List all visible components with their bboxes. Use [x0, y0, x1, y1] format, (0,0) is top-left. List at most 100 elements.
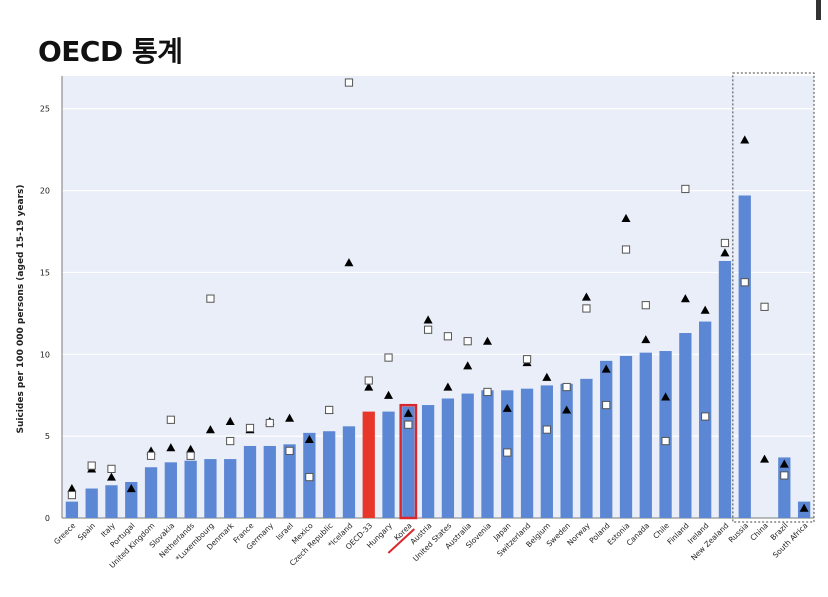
square-marker-china — [760, 302, 769, 311]
triangle-marker-japan — [502, 403, 512, 412]
y-axis-title: Suicides per 100 000 persons (aged 15-19… — [16, 185, 26, 434]
triangle-marker-netherlands — [186, 444, 196, 453]
bar-denmark — [224, 459, 237, 518]
square-marker-iceland — [344, 78, 354, 87]
square-marker-oecd-33 — [364, 376, 373, 385]
triangle-marker-greece — [67, 484, 77, 493]
triangle-marker-iceland — [344, 258, 354, 267]
square-marker-russia — [740, 278, 749, 287]
bar-luxembourg — [204, 459, 217, 518]
square-marker-slovenia — [483, 387, 492, 397]
square-marker-switzerland — [522, 355, 532, 364]
triangle-marker-sweden — [562, 405, 572, 414]
triangle-marker-slovakia — [166, 443, 176, 452]
bar-oecd-33 — [362, 411, 375, 518]
page-title: OECD 통계 — [38, 35, 183, 68]
triangle-marker-ireland — [700, 305, 710, 314]
square-marker-norway — [582, 304, 591, 313]
bar-germany — [263, 445, 276, 518]
triangle-marker-estonia — [621, 213, 631, 223]
markers — [67, 78, 809, 512]
bar-netherlands — [184, 460, 197, 518]
bar-czech-republic — [323, 431, 336, 518]
triangle-marker-mexico — [304, 434, 314, 444]
square-marker-united-states — [443, 332, 452, 341]
triangle-marker-denmark — [225, 416, 235, 426]
triangle-marker-australia — [463, 361, 473, 370]
x-tick-label-greece: Greece — [52, 521, 78, 547]
square-marker-ireland — [701, 412, 710, 421]
square-marker-czech-republic — [325, 405, 334, 415]
square-marker-netherlands — [186, 451, 195, 460]
bar-united-states — [441, 398, 455, 518]
square-marker-chile — [661, 436, 670, 446]
bar-korea — [402, 406, 415, 518]
korea-bar-outline — [399, 403, 418, 520]
bar-spain — [85, 488, 98, 518]
bar-australia — [461, 393, 474, 518]
square-marker-finland — [681, 184, 690, 194]
square-marker-brazil — [780, 471, 789, 480]
square-marker-luxembourg — [206, 294, 215, 303]
square-marker-israel — [285, 446, 294, 455]
square-marker-korea — [404, 420, 413, 429]
y-tick-label: 15 — [40, 268, 50, 277]
y-tick-label: 10 — [40, 350, 50, 359]
square-marker-germany — [265, 418, 274, 428]
square-marker-italy — [107, 464, 116, 473]
x-tick-label-russia: Russia — [727, 521, 750, 544]
square-marker-slovakia — [166, 415, 175, 424]
square-marker-denmark — [226, 436, 235, 446]
triangle-marker-oecd-33 — [364, 382, 374, 391]
triangle-marker-finland — [680, 294, 690, 303]
y-tick-labels: 0 5 10 15 20 25 — [40, 105, 50, 523]
square-marker-united-kingdom — [146, 451, 156, 460]
bar-norway — [580, 378, 593, 518]
triangle-marker-italy — [106, 472, 116, 481]
y-tick-label: 20 — [40, 187, 50, 196]
x-tick-label-finland: Finland — [665, 521, 690, 546]
square-marker-mexico — [305, 472, 314, 482]
triangle-marker-israel — [285, 413, 295, 422]
bar-slovenia — [481, 390, 494, 518]
triangle-marker-norway — [581, 292, 591, 301]
korea-label-underline — [387, 528, 415, 554]
bar-hungary — [382, 411, 395, 518]
bar-italy — [105, 485, 118, 518]
x-tick-label-china: China — [748, 521, 770, 543]
x-tick-label-norway: Norway — [565, 521, 592, 548]
triangle-marker-slovenia — [482, 336, 492, 345]
triangle-marker-poland — [601, 364, 611, 373]
bar-chile — [659, 351, 672, 518]
y-tick-label: 0 — [45, 514, 50, 523]
bar-israel — [283, 444, 296, 518]
triangle-marker-china — [760, 454, 770, 463]
square-marker-australia — [463, 337, 472, 346]
bar-finland — [679, 333, 692, 518]
square-marker-new-zealand — [720, 238, 730, 248]
square-marker-sweden — [562, 382, 571, 392]
bar-estonia — [619, 355, 633, 518]
y-tick-label: 25 — [40, 105, 50, 114]
square-marker-hungary — [384, 353, 393, 362]
triangle-marker-russia — [740, 135, 750, 144]
square-marker-estonia — [621, 245, 631, 254]
triangle-marker-chile — [661, 392, 671, 401]
triangle-marker-united-states — [443, 382, 453, 391]
triangle-marker-hungary — [384, 390, 394, 399]
square-marker-greece — [67, 490, 76, 500]
bar-belgium — [540, 385, 553, 518]
x-tick-label-spain: Spain — [76, 521, 97, 542]
bar-austria — [421, 405, 435, 518]
square-marker-japan — [503, 448, 512, 457]
window-corner-mark — [816, 0, 821, 20]
triangle-marker-austria — [423, 315, 433, 324]
square-marker-austria — [424, 325, 433, 334]
y-tick-label: 5 — [45, 432, 50, 441]
triangle-marker-new-zealand — [720, 248, 730, 257]
bar-greece — [65, 501, 79, 518]
bar-russia — [738, 195, 751, 518]
triangle-marker-portugal — [126, 484, 136, 493]
